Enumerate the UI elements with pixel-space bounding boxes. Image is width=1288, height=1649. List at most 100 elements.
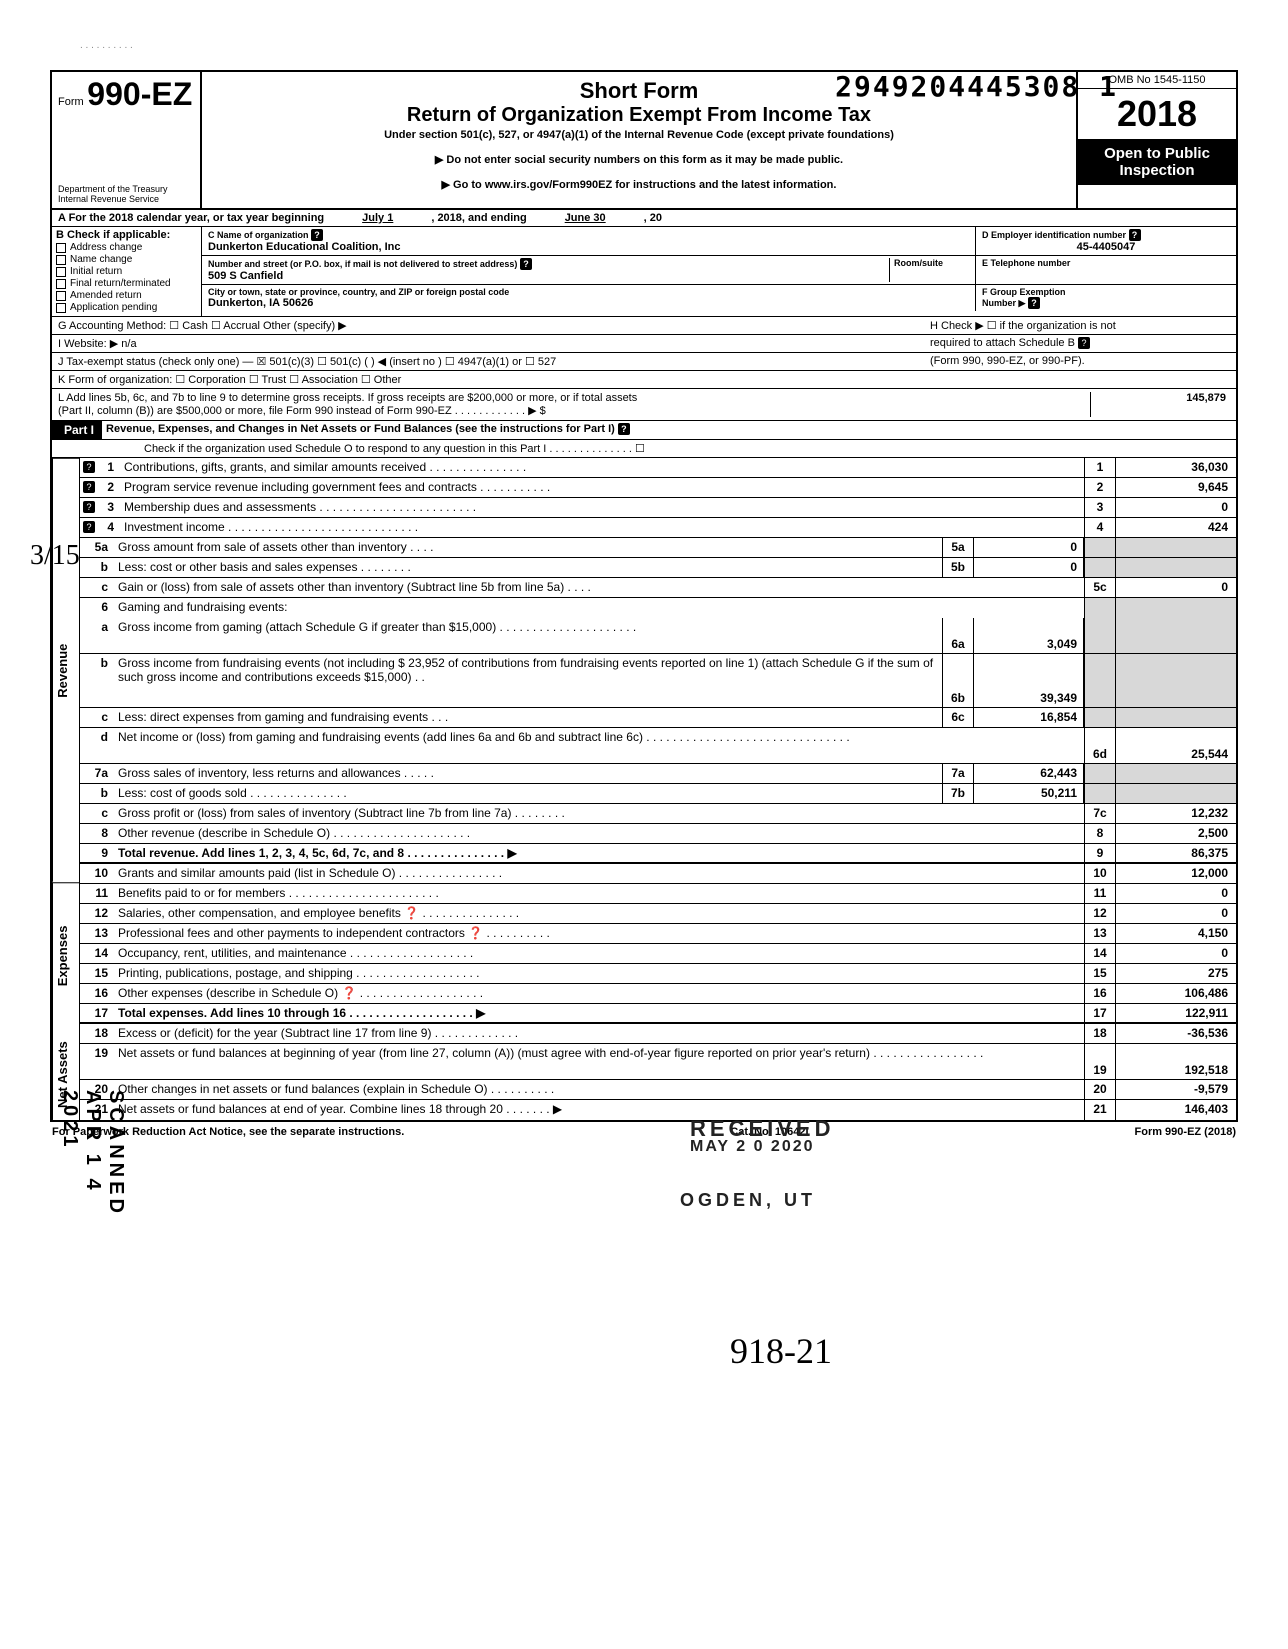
row-i: I Website: ▶ n/a xyxy=(58,337,930,350)
help-icon: ? xyxy=(311,229,323,241)
line-6b: b Gross income from fundraising events (… xyxy=(80,654,1236,708)
chk-address: Address change xyxy=(56,242,197,253)
ln6a-ma: 3,049 xyxy=(974,618,1084,653)
ln3-amt: 0 xyxy=(1116,498,1236,517)
ln14-rn: 14 xyxy=(1084,944,1116,963)
c-city-hdr: City or town, state or province, country… xyxy=(208,287,969,297)
ln11-desc: Benefits paid to or for members . . . . … xyxy=(114,884,1084,903)
ln7a-desc: Gross sales of inventory, less returns a… xyxy=(114,764,942,783)
ln5b-mn: 5b xyxy=(942,558,974,577)
ln21-amt: 146,403 xyxy=(1116,1100,1236,1120)
ln5b-rn-shade xyxy=(1084,558,1116,577)
ln3-desc: Membership dues and assessments . . . . … xyxy=(120,498,1084,517)
ln5c-num: c xyxy=(80,578,114,597)
ln17-num: 17 xyxy=(80,1004,114,1022)
line-11: 11 Benefits paid to or for members . . .… xyxy=(80,884,1236,904)
ln6a-num: a xyxy=(80,618,114,653)
ln5c-rn: 5c xyxy=(1084,578,1116,597)
line-21: 21 Net assets or fund balances at end of… xyxy=(80,1100,1236,1120)
help-icon: ? xyxy=(83,461,95,473)
col-cd: C Name of organization ? Dunkerton Educa… xyxy=(202,227,1236,316)
form-number: 990-EZ xyxy=(87,76,192,112)
ln11-num: 11 xyxy=(80,884,114,903)
line-a-end: June 30 xyxy=(535,212,636,224)
ln2-rn: 2 xyxy=(1084,478,1116,497)
ln19-amt: 192,518 xyxy=(1116,1044,1236,1079)
ln20-rn: 20 xyxy=(1084,1080,1116,1099)
ln12-num: 12 xyxy=(80,904,114,923)
line-a-begin: July 1 xyxy=(332,212,423,224)
part1-label: Part I xyxy=(52,421,102,439)
c-name-hdr: C Name of organization ? xyxy=(208,229,969,241)
ln21-rn: 21 xyxy=(1084,1100,1116,1120)
help-icon: ? xyxy=(618,423,630,435)
ln15-amt: 275 xyxy=(1116,964,1236,983)
ln6d-rn: 6d xyxy=(1084,728,1116,763)
ln11-amt: 0 xyxy=(1116,884,1236,903)
ln1-desc: Contributions, gifts, grants, and simila… xyxy=(120,458,1084,477)
part1-check-text: Check if the organization used Schedule … xyxy=(140,440,1236,457)
ln3-num: 3 xyxy=(98,498,120,517)
ln5b-desc: Less: cost or other basis and sales expe… xyxy=(114,558,942,577)
title-section: Under section 501(c), 527, or 4947(a)(1)… xyxy=(212,129,1066,141)
open-public-2: Inspection xyxy=(1082,162,1232,179)
line-a-mid: , 2018, and ending xyxy=(431,212,526,224)
ln16-amt: 106,486 xyxy=(1116,984,1236,1003)
ln7c-desc: Gross profit or (loss) from sales of inv… xyxy=(114,804,1084,823)
ln6c-ma: 16,854 xyxy=(974,708,1084,727)
ln13-num: 13 xyxy=(80,924,114,943)
line-4: ? 4 Investment income . . . . . . . . . … xyxy=(80,518,1236,538)
ln17-rn: 17 xyxy=(1084,1004,1116,1022)
line-l-text2: (Part II, column (B)) are $500,000 or mo… xyxy=(58,404,1090,417)
ln18-rn: 18 xyxy=(1084,1024,1116,1043)
ln15-desc: Printing, publications, postage, and shi… xyxy=(114,964,1084,983)
ln6b-num: b xyxy=(80,654,114,707)
ln6c-amt-shade xyxy=(1116,708,1236,727)
vlabel-revenue: Revenue xyxy=(52,458,79,882)
chk-address-label: Address change xyxy=(70,242,142,253)
ln9-rn: 9 xyxy=(1084,844,1116,862)
line-l-text1: L Add lines 5b, 6c, and 7b to line 9 to … xyxy=(58,392,1090,404)
room-hdr: Room/suite xyxy=(894,258,969,268)
ln3-rn: 3 xyxy=(1084,498,1116,517)
ln2-amt: 9,645 xyxy=(1116,478,1236,497)
part1-title: Revenue, Expenses, and Changes in Net As… xyxy=(102,421,1236,439)
chk-amended: Amended return xyxy=(56,290,197,301)
ln7b-amt-shade xyxy=(1116,784,1236,803)
ln18-amt: -36,536 xyxy=(1116,1024,1236,1043)
f-grp-hdr: F Group Exemption xyxy=(982,287,1230,297)
ln7c-num: c xyxy=(80,804,114,823)
ln14-amt: 0 xyxy=(1116,944,1236,963)
ln7b-ma: 50,211 xyxy=(974,784,1084,803)
ln7b-mn: 7b xyxy=(942,784,974,803)
ln7b-num: b xyxy=(80,784,114,803)
ln7a-num: 7a xyxy=(80,764,114,783)
chk-final: Final return/terminated xyxy=(56,278,197,289)
part1-header: Part I Revenue, Expenses, and Changes in… xyxy=(50,421,1238,440)
ln7a-amt-shade xyxy=(1116,764,1236,783)
help-icon: ? xyxy=(83,521,95,533)
ln1-amt: 36,030 xyxy=(1116,458,1236,477)
help-icon: ? xyxy=(83,481,95,493)
ln1-rn: 1 xyxy=(1084,458,1116,477)
instr-ssn: ▶ Do not enter social security numbers o… xyxy=(212,153,1066,166)
stamp-scanned: SCANNED APR 1 4 2021 xyxy=(58,1090,127,1217)
ln6-rn-shade xyxy=(1084,598,1116,618)
ln5b-ma: 0 xyxy=(974,558,1084,577)
help-icon: ? xyxy=(83,501,95,513)
ln8-amt: 2,500 xyxy=(1116,824,1236,843)
ln7a-ma: 62,443 xyxy=(974,764,1084,783)
chk-initial: Initial return xyxy=(56,266,197,277)
handwriting-bottom: 918-21 xyxy=(730,1330,832,1372)
c-addr-hdr: Number and street (or P.O. box, if mail … xyxy=(208,258,889,270)
ln18-num: 18 xyxy=(80,1024,114,1043)
ln11-rn: 11 xyxy=(1084,884,1116,903)
chk-amended-label: Amended return xyxy=(70,290,142,301)
row-h1: H Check ▶ ☐ if the organization is not xyxy=(930,319,1230,332)
ln20-amt: -9,579 xyxy=(1116,1080,1236,1099)
line-5c: c Gain or (loss) from sale of assets oth… xyxy=(80,578,1236,598)
section-bcd: B Check if applicable: Address change Na… xyxy=(50,227,1238,317)
ln10-amt: 12,000 xyxy=(1116,864,1236,883)
ein: 45-4405047 xyxy=(982,241,1230,253)
line-3: ? 3 Membership dues and assessments . . … xyxy=(80,498,1236,518)
